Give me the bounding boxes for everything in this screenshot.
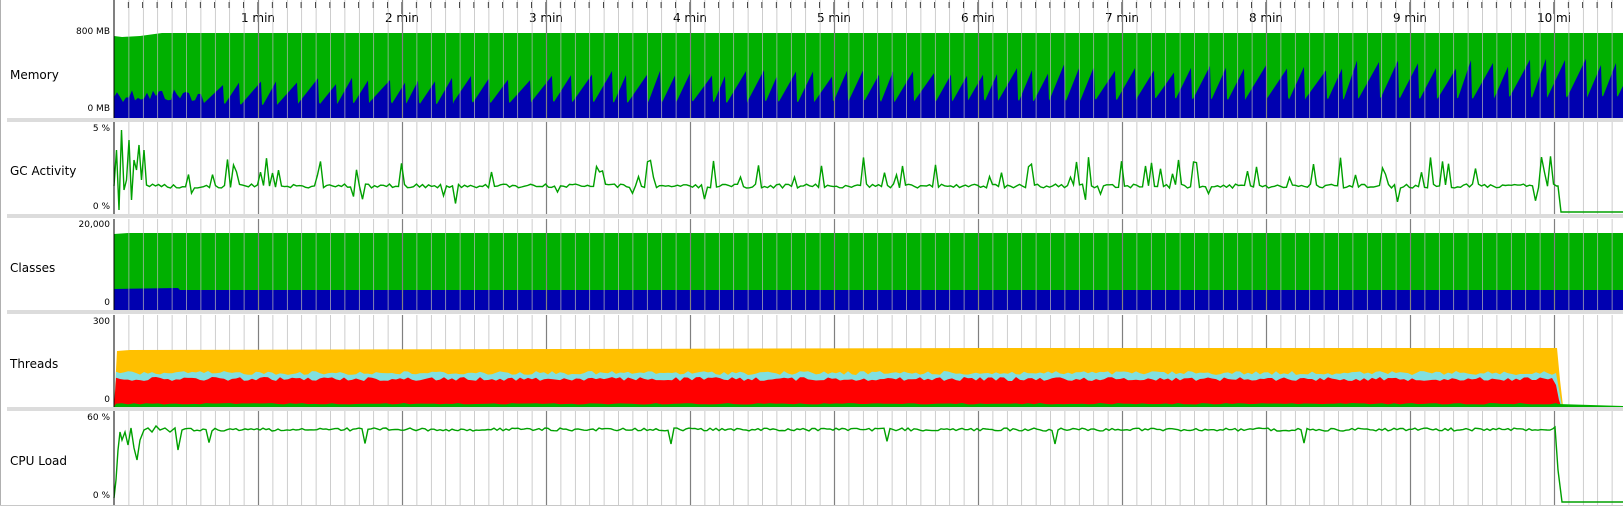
panel-separator-3 [7, 310, 1623, 314]
memory-ymin-label: 0 MB [87, 104, 110, 114]
threads-ymin-label: 0 [104, 395, 110, 405]
threads-panel-label: Threads [10, 357, 59, 371]
classes-ymax-label: 20,000 [78, 220, 111, 230]
cpu-load-panel-label: CPU Load [10, 454, 67, 468]
classes-unloaded-area [114, 288, 1623, 310]
panel-separator-1 [7, 118, 1623, 122]
gc-activity-line [113, 129, 1623, 213]
panel-separator-2 [7, 214, 1623, 218]
classes-ymin-label: 0 [104, 298, 110, 308]
memory-panel-label: Memory [10, 68, 59, 82]
memory-used-area [114, 58, 1623, 118]
threads-running-area [114, 403, 1623, 407]
threads-ymax-label: 300 [92, 317, 110, 327]
classes-panel-label: Classes [10, 261, 56, 275]
threads-blocked-area [114, 377, 1623, 407]
bottom-divider [0, 505, 1623, 506]
gc-activity-panel-label: GC Activity [10, 164, 77, 178]
gc-ymin-label: 0 % [92, 202, 110, 212]
cpu-ymin-label: 0 % [92, 491, 110, 501]
cpu-ymax-label: 60 % [87, 413, 110, 423]
left-border [0, 0, 1, 505]
gc-ymax-label: 5 % [92, 124, 110, 134]
memory-ymax-label: 800 MB [76, 27, 110, 37]
cpu-load-line [113, 424, 1623, 503]
memory-committed-area [114, 33, 1623, 118]
panel-separator-4 [7, 407, 1623, 411]
